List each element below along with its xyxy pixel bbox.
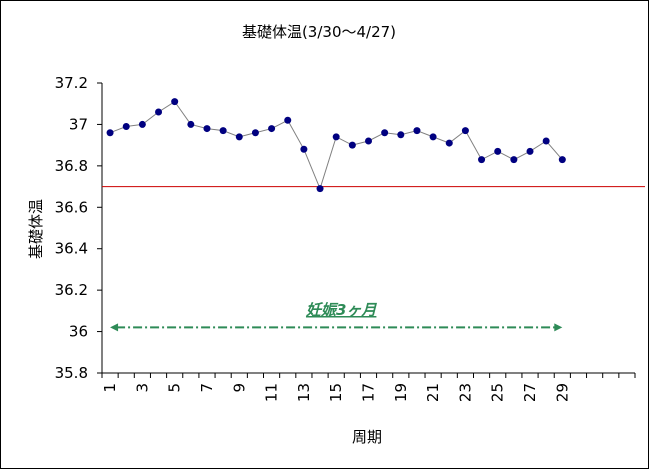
x-tick-label: 29 [553,383,571,402]
y-tick-label: 36.8 [55,157,88,175]
series-line [109,100,563,191]
data-point [268,125,276,133]
data-point [235,133,243,141]
x-tick-label: 23 [456,383,474,402]
data-point [381,129,389,137]
y-tick-label: 36 [69,323,88,341]
x-axis-label: 周期 [352,428,382,446]
annotation-arrow-right-head [554,323,563,332]
data-point [332,133,340,141]
data-point [445,139,453,147]
y-tick-label: 37 [69,115,88,133]
x-tick-label: 3 [133,383,151,393]
data-point [348,141,356,149]
data-point [478,156,486,164]
y-tick-label: 37.2 [55,74,88,92]
x-tick-label: 5 [166,383,184,393]
data-point [284,116,292,124]
axes [97,82,636,378]
data-point [187,120,195,128]
data-point [526,147,534,155]
x-tick-label: 21 [424,383,442,402]
x-tick-label: 19 [392,383,410,402]
x-tick-label: 17 [360,383,378,402]
x-tick-label: 15 [327,383,345,402]
data-point [155,108,163,116]
y-tick-label: 36.6 [55,198,88,216]
x-tick-label: 27 [521,383,539,402]
y-tick-label: 35.8 [55,364,88,382]
data-point [558,156,566,164]
data-point [122,123,130,130]
data-point [461,127,469,135]
data-point [138,120,146,128]
y-tick-label: 36.4 [55,240,88,258]
annotation-group: 妊娠3ヶ月 [110,301,563,332]
x-tick-label: 13 [295,383,313,402]
data-point [542,137,550,145]
annotation-label: 妊娠3ヶ月 [306,301,377,319]
data-point [365,137,372,145]
x-tick-label: 7 [198,383,216,393]
data-point [397,131,405,139]
x-tick-labels: 1 3 5 7 9 11 13 15 17 19 21 23 25 27 29 [101,383,571,402]
x-tick-label: 11 [263,383,281,402]
x-tick-label: 25 [489,383,507,402]
data-point [413,127,421,135]
x-tick-label: 1 [101,383,119,393]
data-point [219,127,227,135]
data-point [251,129,259,137]
data-point [494,147,502,155]
data-point [300,145,308,153]
y-axis-label: 基礎体温 [27,199,45,259]
x-tick-label: 9 [230,383,248,393]
annotation-arrow-left-head [110,323,119,332]
data-point [106,129,114,137]
data-point [203,125,211,133]
data-point [429,133,437,141]
series-group [106,98,566,193]
y-tick-labels: 37.2 37 36.8 36.6 36.4 36.2 36 35.8 [55,74,88,382]
data-point [510,156,518,164]
data-point [316,185,324,193]
y-tick-label: 36.2 [55,281,88,299]
data-point [171,98,179,106]
chart-title: 基礎体温(3/30〜4/27) [242,23,396,41]
